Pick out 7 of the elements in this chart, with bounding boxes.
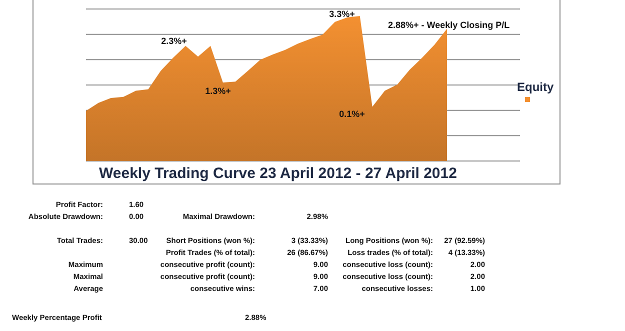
annotation: 1.3%+ (205, 86, 231, 96)
annotation: 3.3%+ (329, 9, 355, 19)
annotation: 2.88%+ - Weekly Closing P/L (388, 20, 510, 30)
annotation: 0.1%+ (339, 109, 365, 119)
annotation: 2.3%+ (161, 36, 187, 46)
text: Equity (517, 80, 554, 94)
text: Weekly Trading Curve 23 April 2012 - 27 April 2012 (99, 165, 457, 182)
